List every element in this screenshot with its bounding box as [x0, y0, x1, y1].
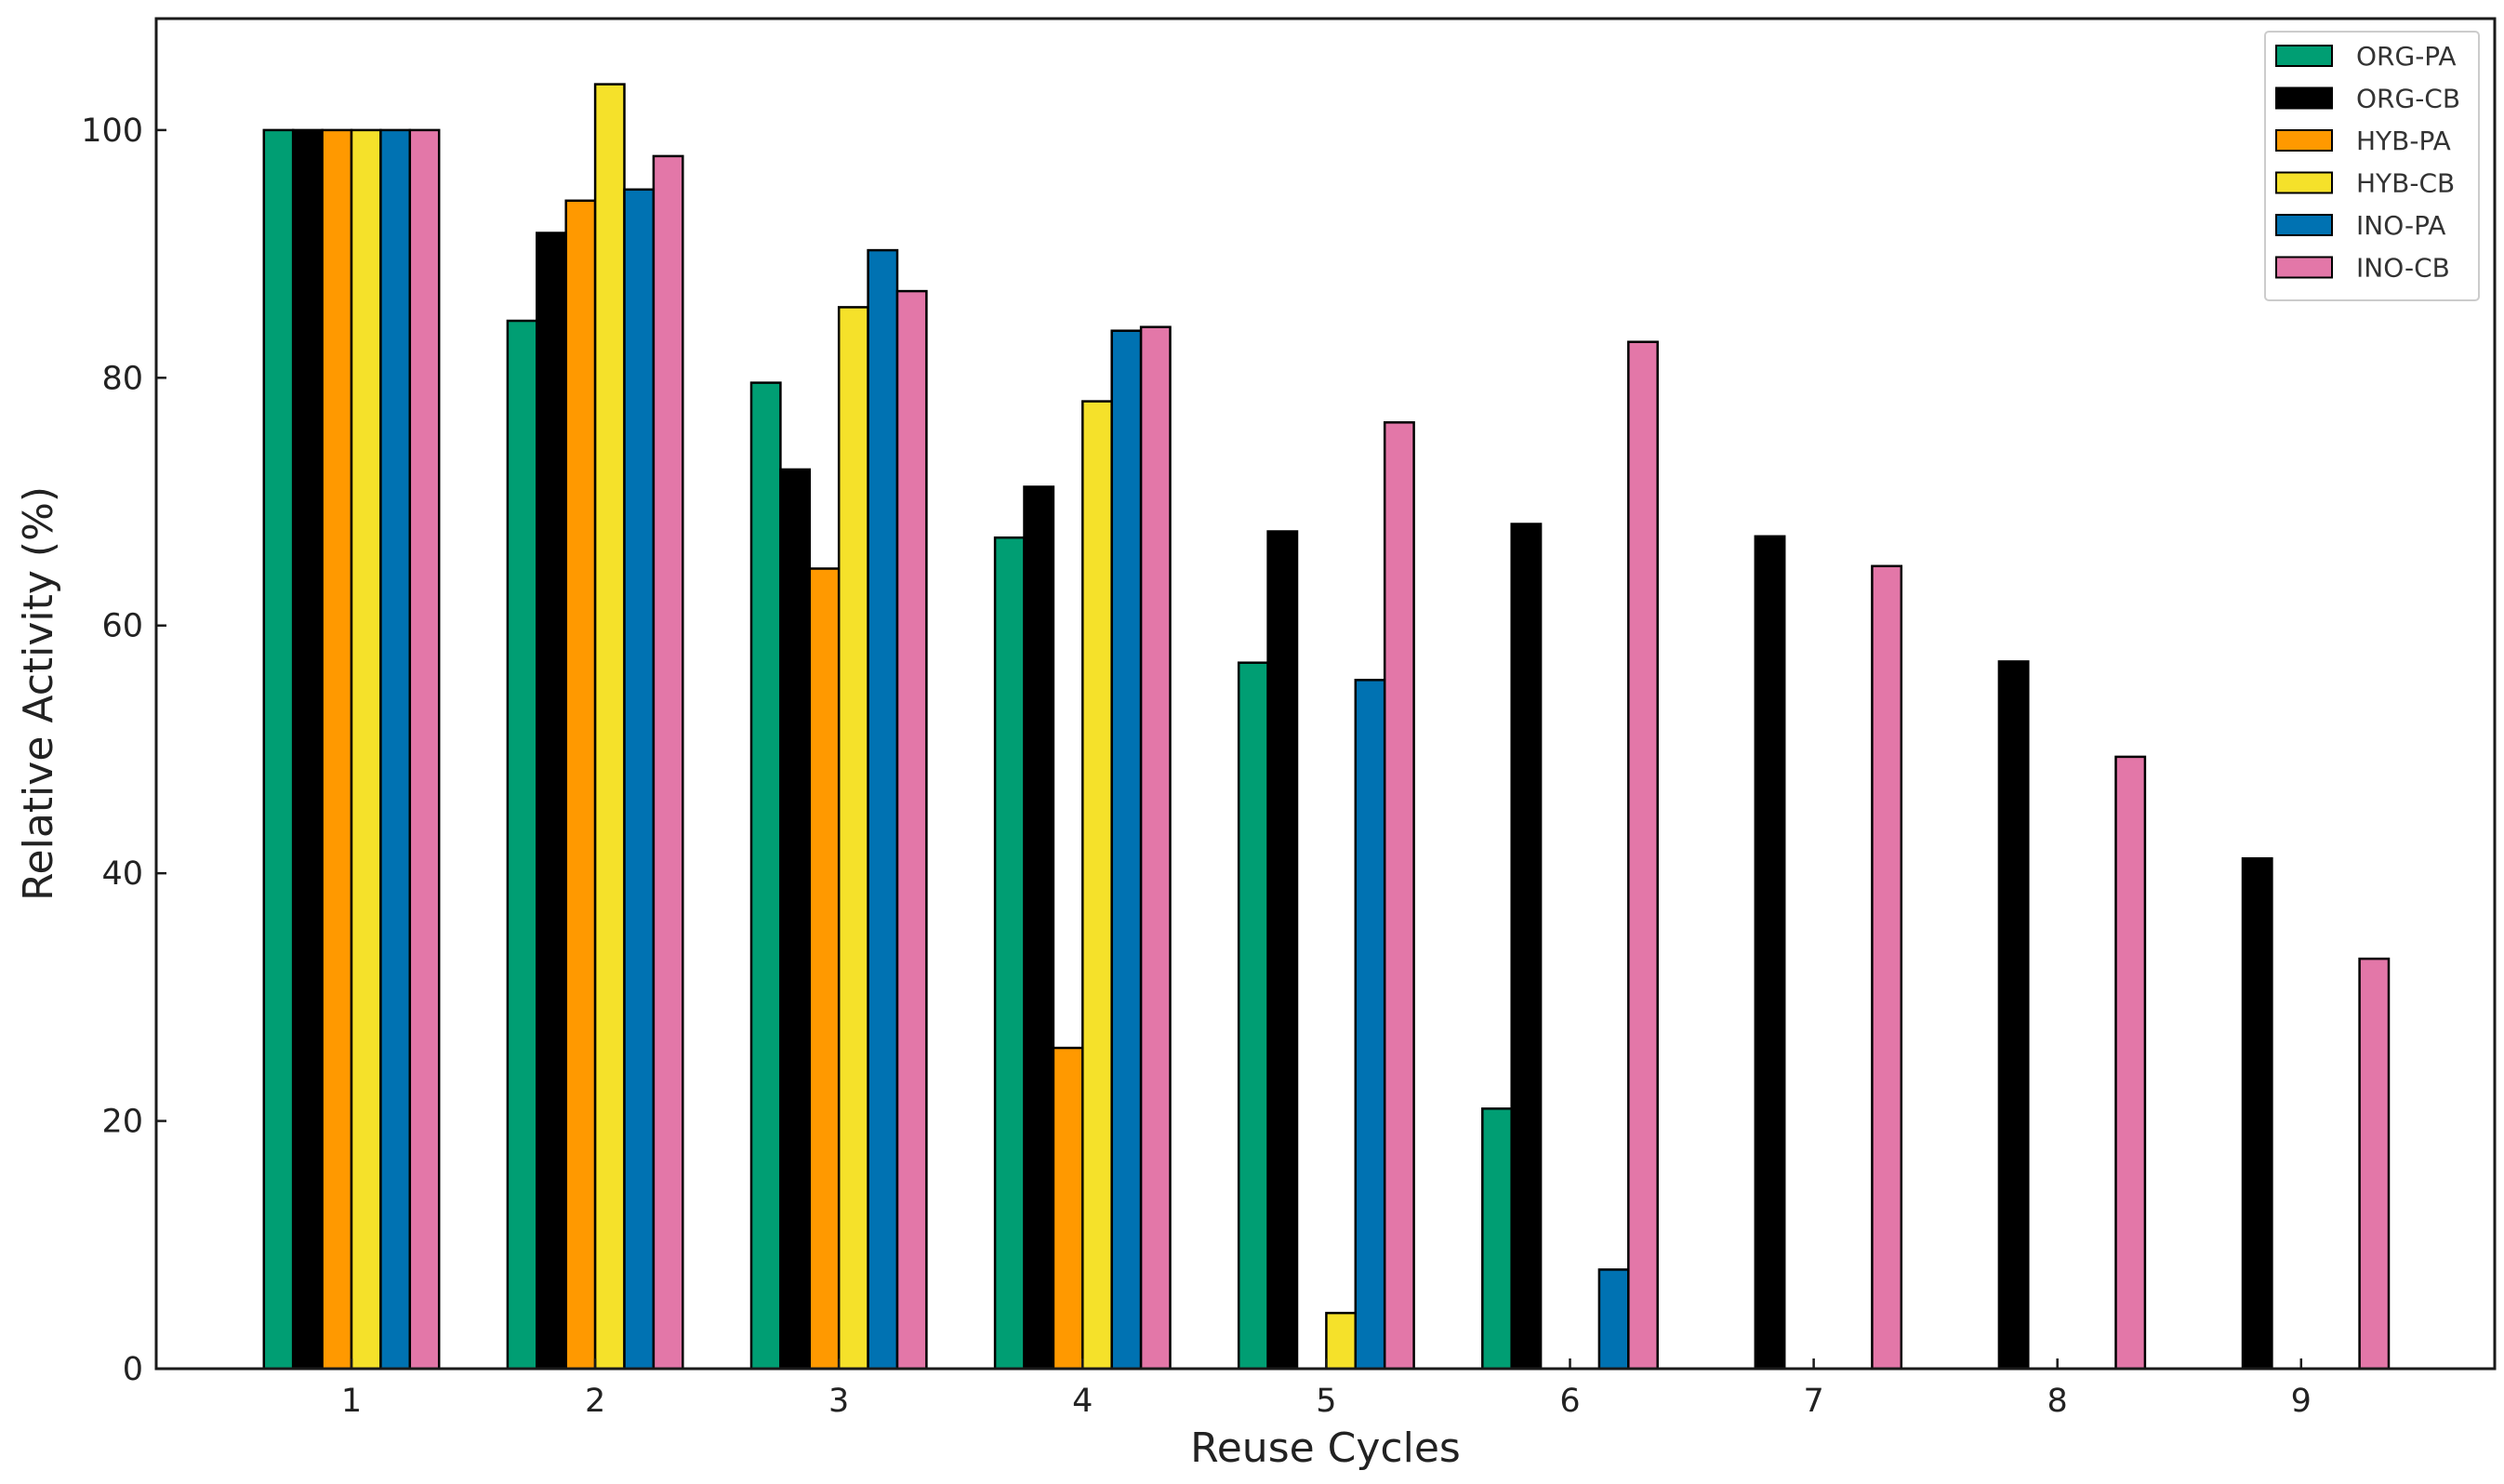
bar-ino-pa-cycle-5 — [1354, 679, 1386, 1371]
bar-org-cb-cycle-7 — [1754, 535, 1786, 1371]
bar-ino-cb-cycle-6 — [1627, 340, 1659, 1371]
y-tick-label: 60 — [101, 608, 143, 645]
bar-ino-cb-cycle-4 — [1139, 325, 1172, 1371]
bar-hyb-cb-cycle-5 — [1325, 1311, 1358, 1371]
bar-hyb-cb-cycle-1 — [350, 128, 382, 1371]
x-tick-label: 9 — [2291, 1383, 2312, 1420]
bar-org-cb-cycle-8 — [1997, 660, 2030, 1371]
bar-hyb-pa-cycle-1 — [321, 128, 353, 1371]
x-tick-label: 1 — [341, 1383, 362, 1420]
y-axis-title: Relative Activity (%) — [15, 486, 62, 901]
x-axis-ticks: 1 2 3 4 5 6 7 8 9 — [341, 1358, 2312, 1420]
bar-ino-pa-cycle-3 — [867, 248, 899, 1371]
legend-label-hyb-pa: HYB-PA — [2356, 126, 2451, 156]
bar-ino-cb-cycle-5 — [1383, 421, 1415, 1371]
x-axis-title: Reuse Cycles — [1190, 1424, 1461, 1472]
y-tick-label: 40 — [101, 855, 143, 893]
bar-ino-pa-cycle-2 — [623, 188, 656, 1371]
legend-label-hyb-cb: HYB-CB — [2356, 168, 2455, 199]
bar-hyb-cb-cycle-4 — [1081, 400, 1113, 1371]
y-tick-label: 100 — [81, 113, 143, 150]
x-tick-label: 2 — [585, 1383, 605, 1420]
legend: ORG-PA ORG-CB HYB-PA HYB-CB INO-PA INO-CB — [2264, 31, 2480, 301]
bar-org-pa-cycle-1 — [262, 128, 295, 1371]
bar-org-cb-cycle-2 — [536, 232, 567, 1371]
legend-label-ino-pa: INO-PA — [2356, 210, 2445, 241]
bar-org-pa-cycle-2 — [506, 319, 538, 1371]
bar-org-pa-cycle-6 — [1481, 1107, 1513, 1371]
legend-swatch-org-cb — [2275, 86, 2333, 110]
bar-hyb-pa-cycle-3 — [808, 567, 841, 1371]
bar-ino-pa-cycle-6 — [1597, 1268, 1630, 1371]
x-tick-label: 3 — [828, 1383, 849, 1420]
bar-ino-cb-cycle-7 — [1871, 564, 1903, 1371]
bar-ino-cb-cycle-8 — [2114, 755, 2147, 1371]
bar-hyb-cb-cycle-2 — [593, 83, 626, 1371]
x-tick-label: 5 — [1316, 1383, 1336, 1420]
legend-swatch-ino-cb — [2275, 256, 2333, 279]
bar-org-cb-cycle-1 — [291, 128, 324, 1371]
bar-ino-cb-cycle-2 — [652, 154, 684, 1371]
bar-org-cb-cycle-5 — [1266, 530, 1299, 1371]
legend-swatch-hyb-cb — [2275, 171, 2333, 194]
bar-ino-cb-cycle-1 — [408, 128, 441, 1371]
x-tick-label: 4 — [1072, 1383, 1093, 1420]
bar-org-cb-cycle-4 — [1023, 485, 1055, 1371]
legend-swatch-hyb-pa — [2275, 129, 2333, 152]
y-tick-label: 20 — [101, 1104, 143, 1141]
legend-swatch-ino-pa — [2275, 214, 2333, 236]
bar-org-pa-cycle-3 — [749, 381, 782, 1371]
y-tick-label: 0 — [123, 1351, 143, 1388]
x-tick-label: 8 — [2047, 1383, 2068, 1420]
legend-label-org-cb: ORG-CB — [2356, 84, 2460, 114]
bar-org-cb-cycle-9 — [2241, 856, 2273, 1371]
y-tick-label: 80 — [101, 360, 143, 397]
bar-hyb-pa-cycle-2 — [564, 199, 597, 1371]
legend-swatch-org-pa — [2275, 45, 2333, 67]
bars-group — [262, 83, 2391, 1371]
bar-ino-cb-cycle-3 — [895, 289, 928, 1371]
bar-ino-pa-cycle-1 — [379, 128, 412, 1371]
legend-label-ino-cb: INO-CB — [2356, 253, 2450, 284]
bar-ino-pa-cycle-4 — [1110, 329, 1143, 1371]
y-axis-ticks: 0 20 40 60 80 100 — [81, 113, 166, 1388]
bar-ino-cb-cycle-9 — [2358, 957, 2391, 1371]
x-tick-label: 7 — [1803, 1383, 1823, 1420]
bar-org-cb-cycle-3 — [779, 468, 812, 1371]
bar-org-pa-cycle-4 — [993, 536, 1026, 1371]
x-tick-label: 6 — [1559, 1383, 1580, 1420]
legend-label-org-pa: ORG-PA — [2356, 41, 2457, 72]
bar-hyb-pa-cycle-4 — [1052, 1046, 1084, 1371]
bar-org-cb-cycle-6 — [1510, 523, 1543, 1371]
bar-hyb-cb-cycle-3 — [837, 306, 869, 1371]
bar-org-pa-cycle-5 — [1237, 661, 1269, 1371]
